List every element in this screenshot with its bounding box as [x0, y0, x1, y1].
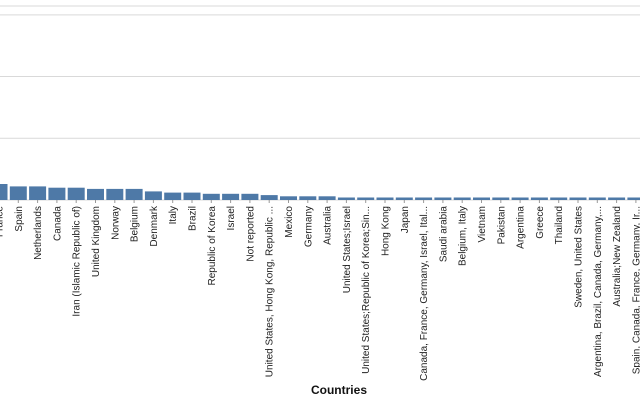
x-tick-label: Canada, France, Germany, Israel, Ital...: [419, 206, 430, 381]
x-tick-label: Thailand: [554, 206, 565, 244]
bar[interactable]: [48, 187, 66, 200]
bar[interactable]: [550, 197, 568, 201]
x-tick-label: Belgium: [130, 206, 141, 242]
x-tick-label: Mexico: [284, 206, 295, 238]
x-tick-label: Spain: [14, 206, 25, 232]
bar[interactable]: [280, 196, 297, 200]
x-tick-label: Belgium, Italy: [458, 206, 469, 266]
x-tick-label: Italy: [168, 206, 179, 224]
x-tick-label: United States;Israel: [342, 206, 353, 293]
bar[interactable]: [608, 197, 626, 201]
bar[interactable]: [376, 197, 394, 201]
x-tick-label: Hong Kong: [381, 206, 392, 256]
x-tick-label: Norway: [110, 206, 121, 240]
gridlines: [0, 5, 640, 201]
bar[interactable]: [318, 196, 336, 200]
x-tick-label: United States;Republic of Korea;Sin...: [361, 206, 372, 374]
x-tick-label: Japan: [400, 206, 411, 233]
bar[interactable]: [164, 192, 182, 200]
x-tick-label: Iran (Islamic Republic of): [72, 206, 83, 317]
bar[interactable]: [357, 197, 375, 201]
bar[interactable]: [29, 186, 47, 200]
bar[interactable]: [434, 197, 452, 201]
bar[interactable]: [627, 197, 640, 201]
bar[interactable]: [241, 193, 259, 200]
bar[interactable]: [530, 197, 548, 201]
bars: [0, 184, 640, 200]
x-tick-label: Not reported: [245, 206, 256, 262]
x-tick-label: United Kingdom: [91, 206, 102, 277]
bar[interactable]: [415, 197, 433, 201]
x-tick-label: Brazil: [188, 206, 199, 231]
x-tick-label: Netherlands: [33, 206, 44, 260]
x-tick-label: Australia;New Zealand: [612, 206, 623, 307]
x-tick-label: Republic of Korea: [207, 206, 218, 286]
x-tick-label: Vietnam: [477, 206, 488, 243]
bar[interactable]: [67, 187, 85, 200]
x-tick-label: Australia: [323, 206, 334, 245]
bar[interactable]: [183, 192, 201, 200]
x-tick-label: Saudi arabia: [438, 206, 449, 263]
bar[interactable]: [337, 197, 355, 201]
bar[interactable]: [588, 197, 606, 201]
x-tick-label: United States, Hong Kong, Republic ...: [265, 206, 276, 377]
bar[interactable]: [87, 188, 104, 200]
bar[interactable]: [492, 197, 510, 201]
bar[interactable]: [144, 191, 162, 200]
bar[interactable]: [222, 193, 240, 200]
x-tick-label: Argentina: [516, 206, 527, 249]
bar[interactable]: [473, 197, 490, 201]
bar[interactable]: [125, 188, 143, 200]
bar[interactable]: [395, 197, 413, 201]
x-tick-label: Argentina, Brazil, Canada, Germany,...: [593, 206, 604, 377]
x-tick-label: Denmark: [149, 205, 160, 247]
bar[interactable]: [299, 196, 317, 200]
x-tick-label: Spain, Canada, France, Germany, Ir...: [631, 206, 640, 374]
x-axis-title: Countries: [311, 383, 367, 397]
x-tick-label: Sweden, United States: [574, 206, 585, 308]
x-tick-label: Greece: [535, 206, 546, 239]
x-tick-label: Israel: [226, 206, 237, 230]
x-tick-label: Canada: [52, 206, 63, 241]
bar[interactable]: [511, 197, 529, 201]
bar[interactable]: [453, 197, 471, 201]
x-tick-labels: France Spain Netherlands Canada Iran (Islami…: [0, 200, 640, 381]
x-tick-label: Germany: [303, 206, 314, 247]
x-tick-label: France: [0, 206, 6, 238]
bar[interactable]: [569, 197, 587, 201]
bar[interactable]: [202, 193, 220, 200]
bar[interactable]: [0, 184, 8, 200]
x-tick-label: Pakistan: [496, 206, 507, 244]
bar[interactable]: [9, 186, 27, 200]
bar[interactable]: [106, 188, 124, 200]
bar[interactable]: [260, 195, 278, 200]
